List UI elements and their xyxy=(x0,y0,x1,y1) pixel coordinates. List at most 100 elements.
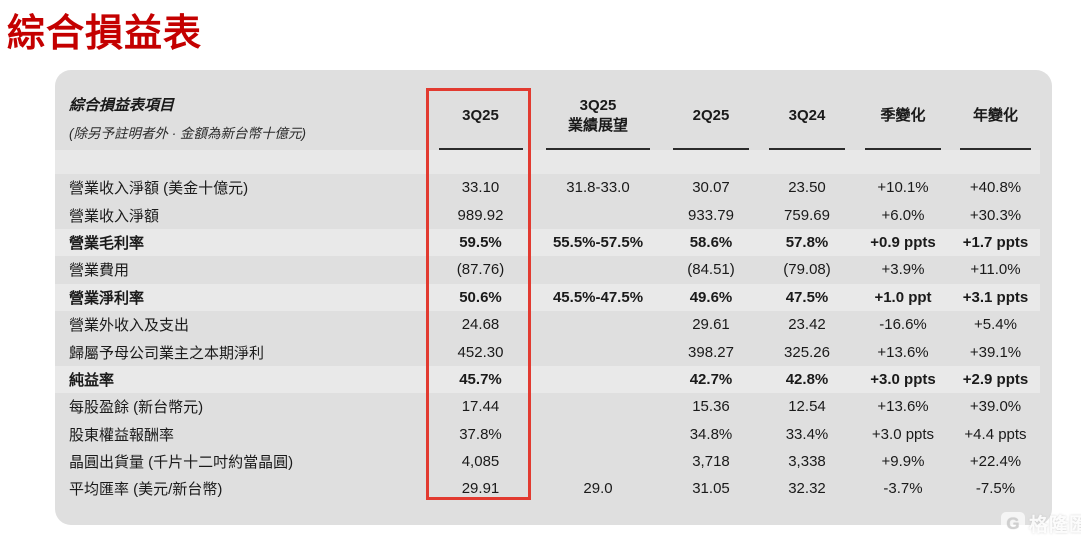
column-header-3q25: 3Q25 xyxy=(428,70,533,150)
cell-qoq: +3.0 ppts xyxy=(871,425,935,443)
column-header-qoq: 季變化 xyxy=(855,70,951,150)
cell-3q24: 23.50 xyxy=(788,179,826,197)
cell-3q25: 59.5% xyxy=(459,233,502,251)
row-label: 平均匯率 (美元/新台幣) xyxy=(69,481,223,499)
cell-3q25-outlook: 55.5%-57.5% xyxy=(552,233,644,251)
table-row: 營業收入淨額 989.92 933.79 759.69 +6.0% +30.3% xyxy=(55,201,1040,228)
cell-3q25: 50.6% xyxy=(459,288,502,306)
cell-2q25: 398.27 xyxy=(688,343,734,361)
row-label: 營業收入淨額 xyxy=(69,207,160,225)
column-header-3q24: 3Q24 xyxy=(759,70,855,150)
cell-2q25: 3,718 xyxy=(692,453,730,471)
cell-qoq: +13.6% xyxy=(877,343,929,361)
cell-yoy: +22.4% xyxy=(969,453,1022,471)
row-label: 營業外收入及支出 xyxy=(69,317,190,335)
cell-qoq: +9.9% xyxy=(881,453,925,471)
cell-yoy: +40.8% xyxy=(969,179,1022,197)
cell-3q24: 23.42 xyxy=(788,316,826,334)
column-header-3q25-label: 3Q25 xyxy=(462,107,499,124)
cell-qoq: -16.6% xyxy=(879,316,927,334)
cell-yoy: +11.0% xyxy=(970,261,1021,279)
cell-2q25: 31.05 xyxy=(692,480,730,498)
cell-2q25: 933.79 xyxy=(688,206,734,224)
cell-3q25: 45.7% xyxy=(459,370,502,388)
cell-2q25: 34.8% xyxy=(689,425,733,443)
header-underline xyxy=(438,148,523,150)
table-row: 股東權益報酬率 37.8% 34.8% 33.4% +3.0 ppts +4.4… xyxy=(55,421,1040,448)
cell-2q25: 15.36 xyxy=(692,398,730,416)
cell-3q25: 29.91 xyxy=(461,480,500,498)
cell-qoq: +1.0 ppt xyxy=(874,288,932,306)
cell-yoy: +39.0% xyxy=(969,398,1022,416)
column-header-qoq-label: 季變化 xyxy=(880,107,926,124)
cell-qoq: +3.0 ppts xyxy=(870,370,936,388)
cell-3q25-outlook: 31.8-33.0 xyxy=(566,179,630,197)
table-row: 營業費用 (87.76) (84.51) (79.08) +3.9% +11.0… xyxy=(55,256,1040,283)
table-row: 純益率 45.7% 42.7% 42.8% +3.0 ppts +2.9 ppt… xyxy=(55,365,1040,394)
cell-yoy: +30.3% xyxy=(969,206,1022,224)
cell-qoq: +3.9% xyxy=(881,261,925,279)
cell-qoq: -3.7% xyxy=(883,480,923,498)
cell-3q24: 42.8% xyxy=(785,370,829,388)
table-rows: 營業收入淨額 (美金十億元) 33.10 31.8-33.0 30.07 23.… xyxy=(55,174,1040,503)
column-header-2q25: 2Q25 xyxy=(663,70,759,150)
table-row: 每股盈餘 (新台幣元) 17.44 15.36 12.54 +13.6% +39… xyxy=(55,393,1040,420)
cell-yoy: +4.4 ppts xyxy=(964,425,1027,443)
cell-3q24: 32.32 xyxy=(788,480,826,498)
cell-3q24: 57.8% xyxy=(785,233,829,251)
cell-yoy: +1.7 ppts xyxy=(962,233,1029,251)
column-header-outlook-line2: 業績展望 xyxy=(567,117,628,134)
column-header-3q24-label: 3Q24 xyxy=(788,107,826,124)
gelonghui-brand-text: 格隆匯 xyxy=(1029,515,1081,536)
cell-qoq: +6.0% xyxy=(881,206,925,224)
cell-2q25: 58.6% xyxy=(689,233,733,251)
header-underline xyxy=(864,148,942,150)
row-label: 純益率 xyxy=(69,371,115,389)
row-label: 晶圓出貨量 (千片十二吋約當晶圓) xyxy=(69,454,294,472)
cell-3q25: 17.44 xyxy=(461,398,500,416)
page-title: 綜合損益表 xyxy=(7,13,203,55)
table-row: 營業外收入及支出 24.68 29.61 23.42 -16.6% +5.4% xyxy=(55,311,1040,338)
row-label: 每股盈餘 (新台幣元) xyxy=(69,399,204,417)
cell-yoy: +39.1% xyxy=(969,343,1022,361)
cell-2q25: 42.7% xyxy=(689,370,733,388)
cell-yoy: +2.9 ppts xyxy=(962,370,1029,388)
row-label: 營業收入淨額 (美金十億元) xyxy=(69,180,249,198)
gelonghui-watermark: G 格隆匯 xyxy=(1001,510,1081,537)
row-label: 營業淨利率 xyxy=(69,289,145,307)
cell-2q25: 30.07 xyxy=(692,179,730,197)
cell-3q25: 989.92 xyxy=(457,206,504,224)
cell-2q25: (84.51) xyxy=(687,261,735,279)
cell-3q24: 12.54 xyxy=(788,398,826,416)
header-underline xyxy=(768,148,846,150)
cell-3q25: 33.10 xyxy=(461,179,500,197)
gelonghui-logo-icon: G xyxy=(1001,511,1025,536)
header-underline xyxy=(672,148,750,150)
cell-3q25-outlook: 45.5%-47.5% xyxy=(552,288,644,306)
cell-2q25: 29.61 xyxy=(692,316,730,334)
cell-3q24: 3,338 xyxy=(788,453,826,471)
cell-3q25: 24.68 xyxy=(461,316,500,334)
row-label: 歸屬予母公司業主之本期淨利 xyxy=(69,344,265,362)
cell-qoq: +0.9 ppts xyxy=(870,233,936,251)
row-label: 股東權益報酬率 xyxy=(69,426,175,444)
column-header-3q25-outlook: 3Q25 業績展望 xyxy=(533,70,663,150)
cell-3q25: (87.76) xyxy=(456,261,505,279)
header-spacer-band xyxy=(55,150,1040,174)
income-statement-panel: 綜合損益表項目 (除另予註明者外 · 金額為新台幣十億元) 3Q25 3Q25 … xyxy=(55,70,1052,525)
cell-yoy: +3.1 ppts xyxy=(962,288,1029,306)
cell-3q24: 759.69 xyxy=(784,206,830,224)
table-row: 平均匯率 (美元/新台幣) 29.91 29.0 31.05 32.32 -3.… xyxy=(55,475,1040,502)
cell-3q25: 37.8% xyxy=(459,425,502,443)
item-column-title: 綜合損益表項目 xyxy=(69,97,175,114)
header-underline xyxy=(959,148,1032,150)
column-header-outlook-line1: 3Q25 xyxy=(579,97,617,114)
row-label: 營業毛利率 xyxy=(69,234,145,252)
cell-3q24: (79.08) xyxy=(783,261,831,279)
table-row: 營業收入淨額 (美金十億元) 33.10 31.8-33.0 30.07 23.… xyxy=(55,174,1040,201)
table-header-row: 綜合損益表項目 (除另予註明者外 · 金額為新台幣十億元) 3Q25 3Q25 … xyxy=(55,70,1040,150)
item-column-header: 綜合損益表項目 (除另予註明者外 · 金額為新台幣十億元) xyxy=(55,70,428,150)
item-column-subtitle: (除另予註明者外 · 金額為新台幣十億元) xyxy=(69,126,306,141)
cell-3q25: 4,085 xyxy=(461,453,500,471)
table-row: 晶圓出貨量 (千片十二吋約當晶圓) 4,085 3,718 3,338 +9.9… xyxy=(55,448,1040,475)
